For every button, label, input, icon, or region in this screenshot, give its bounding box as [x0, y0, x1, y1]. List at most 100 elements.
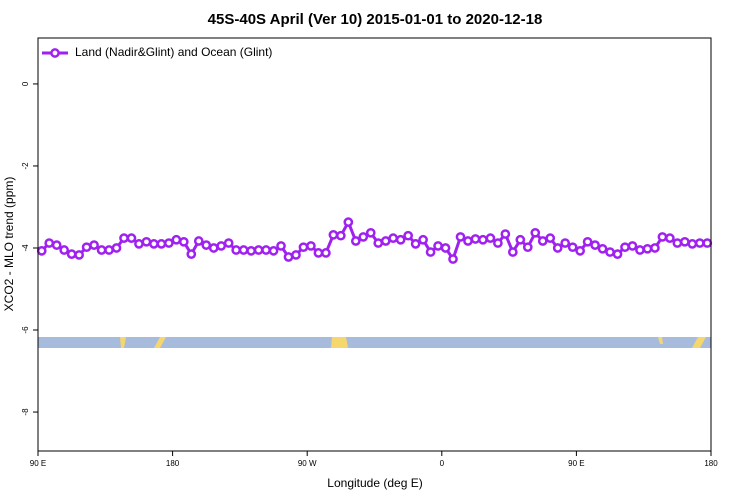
data-point	[328, 230, 339, 240]
data-point	[522, 242, 533, 253]
data-point	[500, 229, 511, 239]
land	[120, 337, 126, 348]
plot-frame	[37, 37, 712, 452]
data-point	[493, 238, 503, 248]
data-point	[582, 236, 593, 247]
data-point	[178, 236, 189, 247]
data-point	[66, 249, 77, 259]
land	[692, 337, 706, 348]
data-point	[208, 243, 219, 253]
plot-area	[36, 217, 713, 264]
data-point	[149, 239, 159, 249]
data-point	[567, 242, 578, 253]
ocean-strip	[38, 337, 711, 348]
data-point	[590, 240, 600, 250]
data-point	[268, 246, 279, 256]
x-tick-label: 90 E	[568, 459, 584, 468]
data-point	[530, 227, 541, 238]
data-point	[336, 230, 346, 241]
data-point	[418, 234, 428, 245]
data-point	[635, 245, 645, 255]
x-tick-label: 0	[440, 459, 445, 468]
data-point	[702, 238, 713, 248]
data-point	[537, 236, 548, 246]
x-tick-label: 180	[704, 459, 718, 468]
data-point	[164, 238, 174, 248]
data-point	[201, 240, 212, 250]
data-point	[283, 252, 294, 262]
data-point	[575, 246, 585, 256]
data-point	[679, 236, 690, 247]
data-point	[186, 249, 197, 259]
data-point	[395, 234, 406, 245]
data-point	[350, 236, 361, 246]
data-point	[306, 241, 316, 251]
data-point	[119, 233, 129, 243]
data-point	[276, 241, 286, 251]
data-point	[111, 243, 122, 253]
data-point	[343, 217, 354, 227]
data-point	[298, 242, 309, 253]
data-point	[627, 241, 638, 251]
data-point	[515, 234, 526, 245]
data-point	[373, 238, 384, 248]
y-tick-label: -2	[21, 162, 30, 170]
data-point	[672, 238, 683, 248]
data-point	[216, 241, 227, 251]
data-point	[89, 240, 99, 250]
land	[331, 337, 348, 348]
data-point	[665, 233, 675, 243]
data-point	[597, 243, 608, 254]
data-point	[171, 234, 182, 245]
data-point	[104, 245, 114, 255]
data-point	[485, 233, 496, 243]
data-point	[463, 236, 473, 246]
data-point	[59, 245, 70, 255]
data-point	[358, 232, 369, 242]
data-point	[134, 239, 144, 249]
data-point	[425, 247, 436, 257]
data-point	[36, 246, 47, 256]
x-axis-title: Longitude (deg E)	[327, 476, 422, 490]
data-point	[478, 234, 488, 245]
data-point	[388, 233, 399, 243]
data-point	[223, 238, 234, 248]
data-point	[410, 239, 421, 249]
data-point	[694, 238, 705, 248]
y-tick-label: 0	[21, 81, 30, 86]
x-tick-label: 180	[166, 459, 180, 468]
data-point	[51, 240, 62, 250]
data-point	[687, 239, 698, 249]
land-mask	[38, 337, 711, 348]
data-point	[433, 241, 443, 251]
data-point	[156, 239, 167, 249]
data-point	[81, 242, 92, 253]
land	[154, 337, 166, 348]
y-tick-label: -4	[21, 244, 30, 252]
chart-title: 45S-40S April (Ver 10) 2015-01-01 to 202…	[208, 11, 543, 28]
data-point	[552, 243, 563, 253]
data-point	[291, 250, 301, 260]
data-point	[141, 236, 152, 247]
data-point	[231, 245, 242, 255]
legend-label: Land (Nadir&Glint) and Ocean (Glint)	[75, 45, 272, 59]
data-point	[448, 254, 458, 264]
legend-marker	[50, 48, 60, 58]
data-point	[650, 243, 660, 253]
y-tick-label: -6	[21, 326, 30, 334]
data-point	[365, 227, 376, 238]
data-point	[470, 234, 481, 244]
data-point	[440, 243, 451, 253]
data-point	[313, 248, 324, 258]
data-point	[253, 245, 264, 255]
data-point	[193, 236, 204, 246]
data-point	[321, 248, 331, 258]
data-point	[246, 246, 256, 256]
data-point	[238, 245, 249, 255]
data-point	[455, 232, 466, 242]
x-tick-label: 90 W	[298, 459, 317, 468]
data-point	[44, 238, 55, 248]
x-tick-label: 90 E	[30, 459, 46, 468]
data-point	[545, 233, 556, 243]
